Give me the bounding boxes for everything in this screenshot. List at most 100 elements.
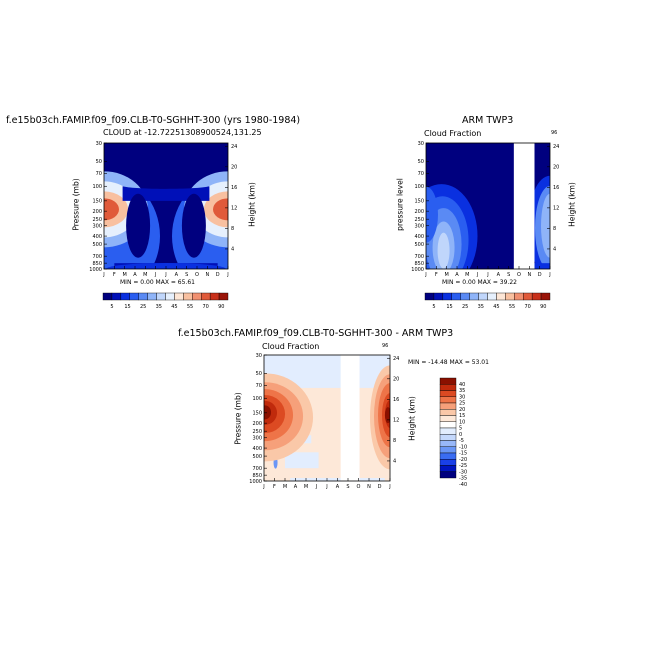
diff-colorbar-label-5: 15 [459, 413, 465, 419]
model-colorbar-swatch-9 [183, 292, 193, 301]
diff-colorbar-swatch-3 [439, 396, 457, 404]
model-contour-dry1 [126, 193, 151, 258]
obs-ytick-label-5: 200 [414, 209, 424, 215]
obs-ytick-label-9: 500 [414, 242, 424, 248]
diff-ytick-label-3: 100 [252, 396, 262, 402]
diff-xtick-label-3: A [294, 484, 298, 490]
diff-colorbar-label-3: 25 [459, 401, 465, 407]
model-panel-subtitle: CLOUD at -12.72251308900524,131.25 [103, 128, 262, 137]
diff-rtick-label-3: 12 [393, 418, 399, 424]
obs-colorbar-label-4: 45 [493, 304, 499, 310]
obs-rtick-label-5: 4 [553, 247, 556, 253]
model-colorbar-swatch-11 [201, 292, 211, 301]
model-colorbar-swatch-3 [129, 292, 139, 301]
model-rtick-label-0: 24 [231, 144, 237, 150]
diff-colorbar-label-12: -20 [459, 457, 467, 463]
diff-colorbar-label-10: -10 [459, 444, 467, 450]
obs-colorbar-label-7: 90 [540, 304, 546, 310]
obs-colorbar-label-6: 70 [524, 304, 530, 310]
diff-rtick-label-1: 20 [393, 377, 399, 383]
obs-ytick-label-8: 400 [414, 234, 424, 240]
obs-rtick-label-2: 16 [553, 185, 559, 191]
obs-colorbar-swatch-6 [478, 292, 488, 301]
diff-xtick-label-10: N [367, 484, 371, 490]
model-xtick-label-4: M [143, 272, 147, 278]
model-rtick-label-1: 20 [231, 165, 237, 171]
diff-colorbar-swatch-12 [439, 452, 457, 460]
obs-colorbar-label-0: 5 [432, 304, 435, 310]
model-colorbar-swatch-0 [102, 292, 113, 301]
obs-colorbar-swatch-10 [514, 292, 524, 301]
panel-model: J F M A M J J A S O N D J305070100150200250300400500… [89, 141, 237, 278]
diff-colorbar-swatch-13 [439, 459, 457, 466]
model-ytick-label-12: 1000 [89, 267, 102, 273]
model-contour-upper [122, 186, 210, 201]
model-ytick-label-10: 700 [92, 254, 102, 260]
model-colorbar-swatch-7 [165, 292, 175, 301]
diff-panel-title: f.e15b03ch.FAMIP.f09_f09.CLB-T0-SGHHT-30… [178, 328, 454, 339]
diff-ytick-label-0: 30 [256, 353, 262, 359]
diff-colorbar-swatch-14 [439, 465, 457, 472]
diff-contour-low [285, 452, 319, 469]
model-ytick-label-5: 200 [92, 209, 102, 215]
diff-colorbar-swatch-5 [439, 409, 457, 416]
diff-xtick-label-7: A [336, 484, 340, 490]
diff-ytick-label-11: 850 [252, 473, 262, 479]
obs-xtick-label-0: J [424, 272, 426, 278]
diff-colorbar-label-4: 20 [459, 407, 465, 413]
model-xtick-label-2: M [123, 272, 127, 278]
diff-colorbar-swatch-10 [439, 440, 457, 447]
diff-ytick-label-4: 150 [252, 411, 262, 417]
model-ytick-label-8: 400 [92, 234, 102, 240]
diff-colorbar-swatch-1 [439, 384, 457, 391]
obs-xtick-label-9: O [517, 272, 521, 278]
model-colorbar-swatch-13 [218, 292, 229, 301]
obs-ytick-label-1: 50 [418, 159, 424, 165]
obs-xtick-label-8: S [507, 272, 510, 278]
obs-ytick-label-12: 1000 [411, 267, 424, 273]
diff-rtick-label-0: 24 [393, 356, 399, 362]
obs-xtick-label-3: A [455, 272, 459, 278]
model-xtick-label-11: D [216, 272, 220, 278]
obs-colorbar-label-2: 25 [462, 304, 468, 310]
model-colorbar-swatch-8 [174, 292, 184, 301]
obs-ytick-label-6: 250 [414, 217, 424, 223]
diff-colorbar-label-9: -5 [459, 438, 464, 444]
model-colorbar-label-3: 35 [156, 304, 162, 310]
diff-colorbar-label-0: 40 [459, 382, 465, 388]
panel-diff: J F M A M J J A S O N D J305070100150200250300400500… [249, 353, 399, 490]
model-xtick-label-8: S [185, 272, 188, 278]
obs-colorbar-label-5: 55 [509, 304, 515, 310]
obs-colorbar-label-1: 15 [446, 304, 452, 310]
model-ytick-label-4: 150 [92, 199, 102, 205]
obs-xtick-label-6: J [486, 272, 488, 278]
model-colorbar-label-7: 90 [218, 304, 224, 310]
model-colorbar-label-0: 5 [110, 304, 113, 310]
diff-xtick-label-9: O [357, 484, 361, 490]
diff-ytick-label-9: 500 [252, 454, 262, 460]
diff-colorbar-swatch-6 [439, 415, 457, 422]
obs-panel-title: ARM TWP3 [462, 115, 514, 126]
model-colorbar-label-6: 70 [202, 304, 208, 310]
obs-rtick-label-1: 20 [553, 165, 559, 171]
diff-colorbar-swatch-11 [439, 446, 457, 454]
diff-xtick-label-11: D [378, 484, 382, 490]
diff-colorbar-label-13: -25 [459, 463, 467, 469]
diff-minmax: MIN = -14.48 MAX = 53.01 [408, 359, 489, 366]
obs-xtick-label-5: J [476, 272, 478, 278]
model-ytick-label-11: 850 [92, 261, 102, 267]
obs-xtick-label-4: M [465, 272, 469, 278]
model-xtick-label-3: A [133, 272, 137, 278]
obs-colorbar-label-3: 35 [478, 304, 484, 310]
diff-xtick-label-6: J [325, 484, 327, 490]
model-xtick-label-6: J [164, 272, 166, 278]
model-colorbar-label-5: 55 [187, 304, 193, 310]
model-contour-dry2 [181, 193, 206, 258]
panel-obs: J F M A M J J A S O N D J305070100150200250300400500… [411, 141, 559, 278]
obs-rtick-label-4: 8 [553, 226, 556, 232]
obs-xtick-label-2: M [445, 272, 449, 278]
model-ytick-label-9: 500 [92, 242, 102, 248]
diff-ytick-label-6: 250 [252, 429, 262, 435]
diff-field [264, 355, 390, 481]
diff-rtick-label-5: 4 [393, 459, 396, 465]
